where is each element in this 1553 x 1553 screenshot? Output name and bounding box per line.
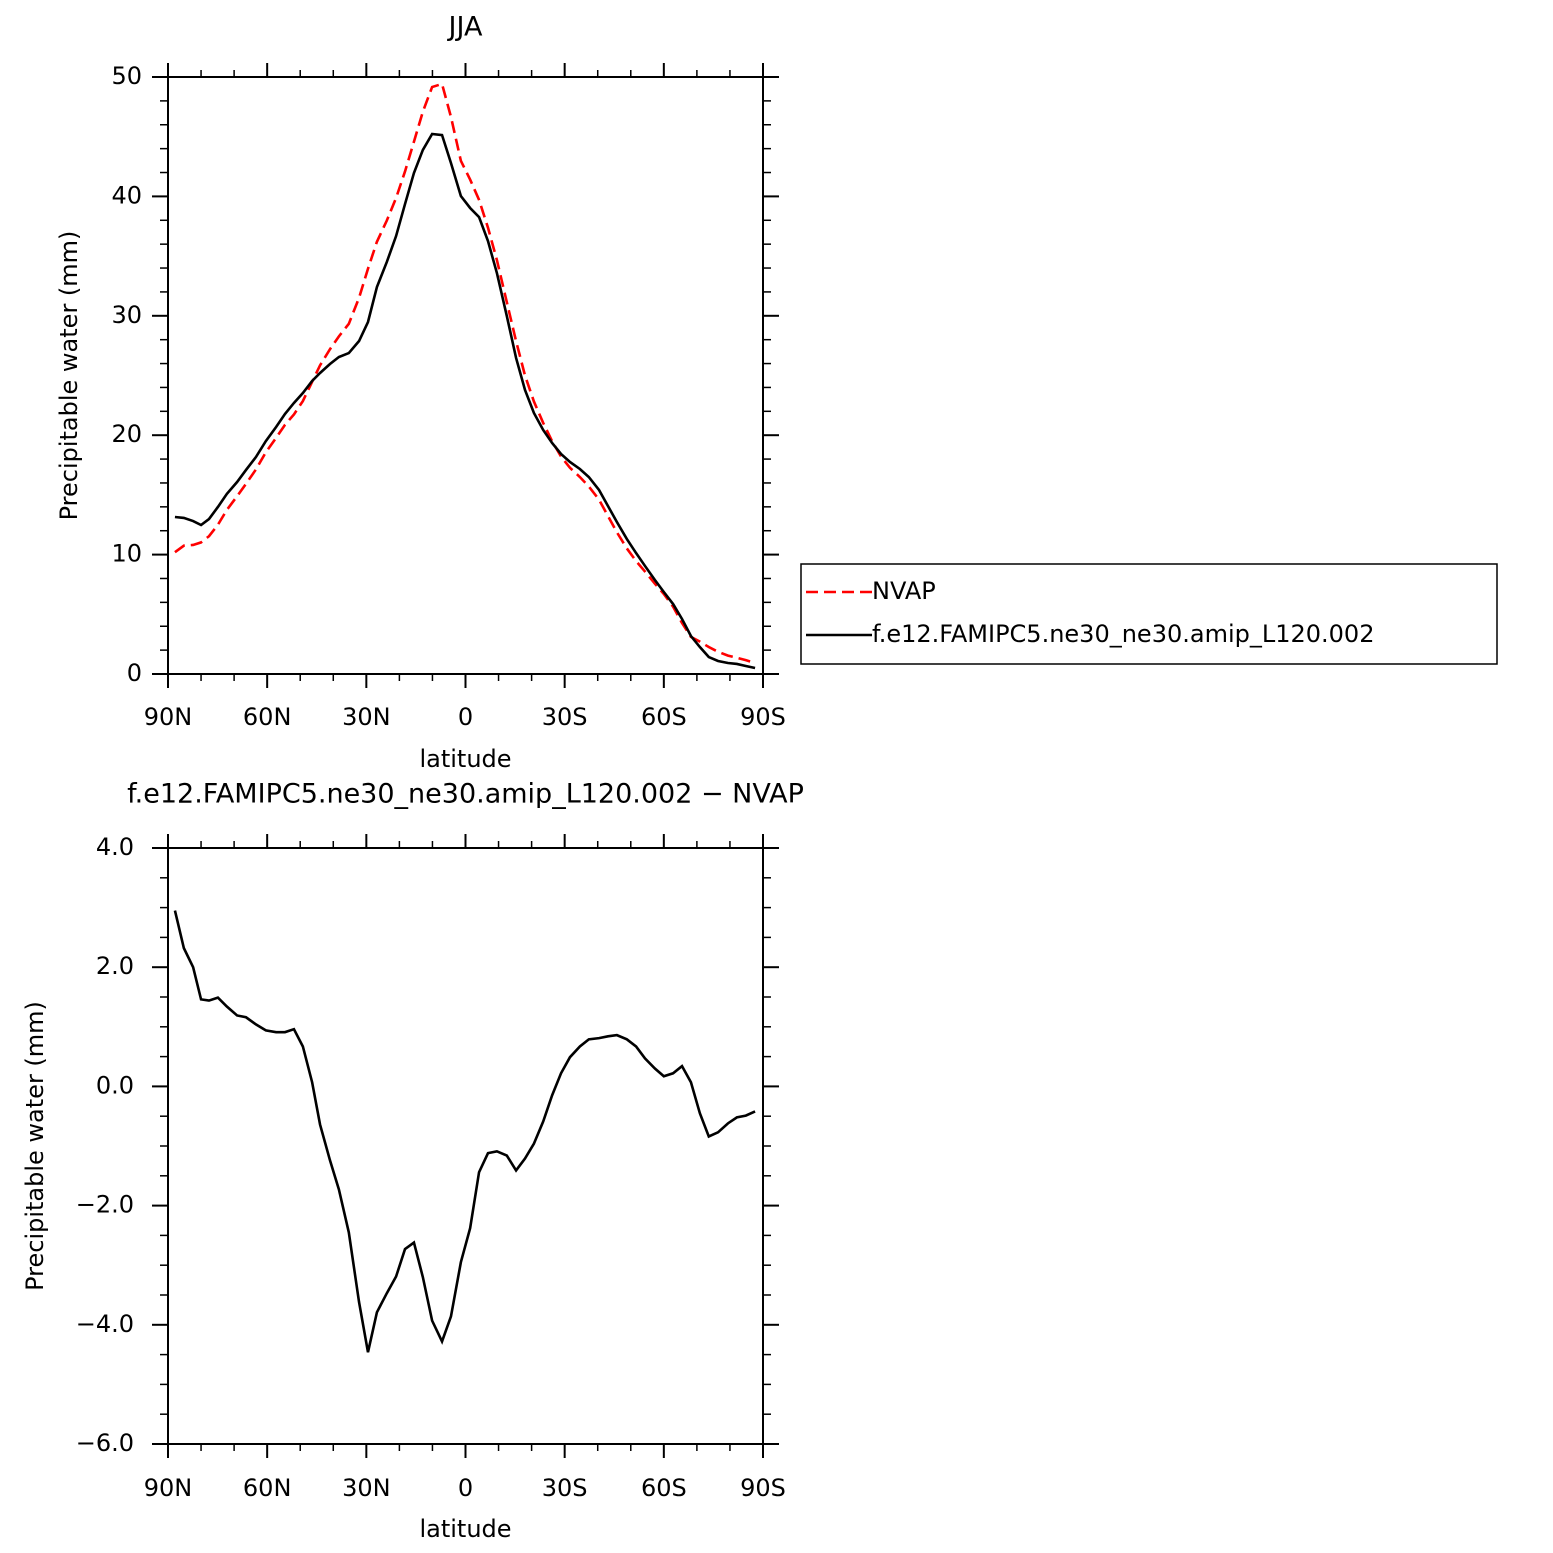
x-axis-label: latitude	[419, 1515, 511, 1543]
y-tick-label: 40	[111, 181, 142, 209]
x-tick-label: 30N	[342, 703, 391, 731]
y-tick-label: −2.0	[76, 1191, 134, 1219]
legend-label: NVAP	[872, 577, 936, 605]
y-axis-label: Precipitable water (mm)	[21, 1001, 49, 1291]
x-tick-label: 60S	[641, 703, 687, 731]
y-tick-label: −6.0	[76, 1429, 134, 1457]
x-tick-label: 60N	[243, 1474, 292, 1502]
plot-frame	[167, 76, 764, 675]
x-tick-label: 30S	[542, 703, 588, 731]
x-tick-label: 90N	[144, 1474, 193, 1502]
y-tick-label: 0	[127, 659, 142, 687]
x-tick-label: 90S	[740, 703, 786, 731]
x-tick-label: 60N	[243, 703, 292, 731]
y-tick-label: 10	[111, 540, 142, 568]
data-line	[174, 82, 756, 665]
y-tick-label: −4.0	[76, 1310, 134, 1338]
x-tick-label: 0	[458, 1474, 473, 1502]
legend-box	[800, 563, 1498, 665]
data-line	[173, 910, 756, 1353]
plot-frame	[167, 847, 764, 1445]
y-tick-label: 2.0	[96, 952, 134, 980]
legend-label: f.e12.FAMIPC5.ne30_ne30.amip_L120.002	[872, 620, 1374, 648]
x-tick-label: 90S	[740, 1474, 786, 1502]
x-tick-label: 60S	[641, 1474, 687, 1502]
x-tick-label: 90N	[144, 703, 193, 731]
x-tick-label: 30S	[542, 1474, 588, 1502]
y-tick-label: 0.0	[96, 1071, 134, 1099]
x-axis-label: latitude	[419, 745, 511, 773]
x-tick-label: 30N	[342, 1474, 391, 1502]
y-axis-label: Precipitable water (mm)	[55, 231, 83, 521]
x-tick-label: 0	[458, 703, 473, 731]
chart-title: JJA	[447, 12, 483, 43]
data-line	[174, 132, 756, 670]
y-tick-label: 4.0	[96, 833, 134, 861]
y-tick-label: 50	[111, 62, 142, 90]
chart-title: f.e12.FAMIPC5.ne30_ne30.amip_L120.002 − …	[127, 779, 804, 810]
y-tick-label: 20	[111, 420, 142, 448]
y-tick-label: 30	[111, 301, 142, 329]
